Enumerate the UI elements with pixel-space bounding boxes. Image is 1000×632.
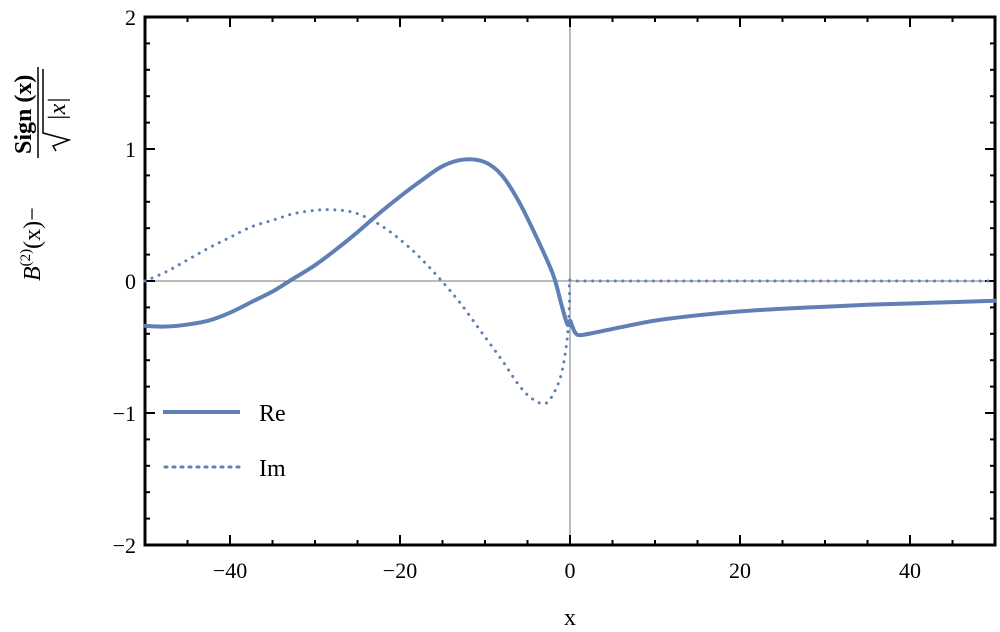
svg-text:B(2)(x)−: B(2)(x)− [18,207,46,281]
y-axis-title-B: B [20,266,46,281]
legend-label-re: Re [259,401,286,427]
series-line-re [143,157,997,338]
axis-ticks [145,17,995,545]
legend-label-im: Im [259,456,286,482]
legend: Re Im [163,401,286,482]
y-axis-title-sup: (2) [18,249,34,267]
y-axis-title-numerator: Sign (x) [11,75,37,154]
x-tick-label: −40 [213,558,247,583]
x-axis-title: x [564,605,576,631]
y-tick-label: −2 [113,533,136,558]
series-layer [143,157,997,406]
y-tick-label: −1 [113,401,136,426]
y-axis-title-arg: (x) [20,221,46,249]
y-axis-title: B(2)(x)− Sign (x) |x| [11,67,72,281]
x-tick-label: −20 [383,558,417,583]
axis-tick-labels: −40 −20 0 20 40 −2 −1 0 1 2 [113,5,921,583]
series-line-im [143,208,997,406]
y-axis-title-minus: − [20,207,46,221]
x-tick-label: 0 [565,558,576,583]
x-tick-label: 20 [729,558,751,583]
y-tick-label: 2 [125,5,136,30]
y-axis-title-denominator: |x| [45,97,71,121]
y-tick-label: 1 [125,137,136,162]
x-tick-label: 40 [899,558,921,583]
y-axis-title-sqrt-sign [42,69,72,152]
y-tick-label: 0 [125,269,136,294]
